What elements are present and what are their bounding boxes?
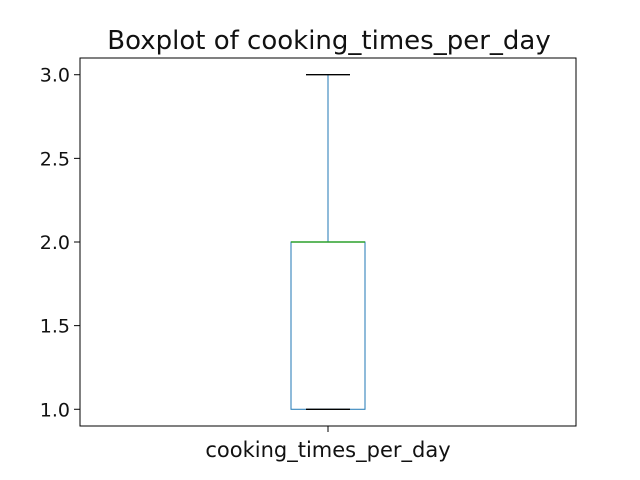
y-tick-label: 1.0	[40, 399, 70, 421]
x-axis: cooking_times_per_day	[205, 426, 451, 463]
y-tick-label: 2.0	[40, 232, 70, 254]
x-category-label: cooking_times_per_day	[205, 438, 450, 463]
box-series	[290, 74, 366, 410]
y-tick-label: 3.0	[40, 65, 70, 87]
y-tick-label: 1.5	[40, 316, 70, 338]
y-axis: 1.0 1.5 2.0 2.5 3.0	[40, 65, 80, 421]
chart-title: Boxplot of cooking_times_per_day	[107, 26, 550, 56]
y-tick-label: 2.5	[40, 148, 70, 170]
box-iqr	[290, 241, 366, 410]
